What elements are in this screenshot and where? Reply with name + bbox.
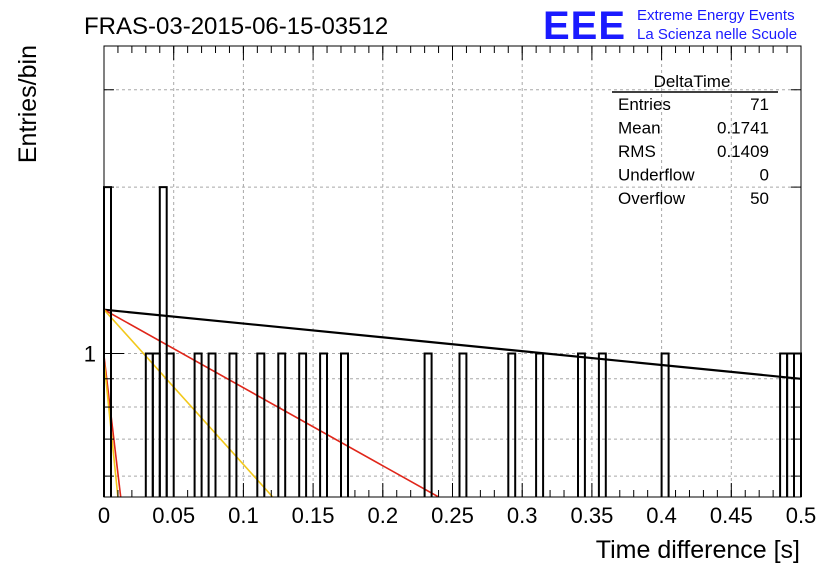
x-tick-label: 0.4 [646,503,677,528]
histogram-bar [165,352,175,497]
histogram-bar [597,352,607,497]
histogram-bar [660,352,670,497]
x-axis-label: Time difference [s] [596,536,800,564]
histogram-bar [577,352,586,497]
histogram-bar [103,186,112,497]
histogram-bar [144,352,154,497]
y-tick-label: 1 [84,341,96,366]
run-title: FRAS-03-2015-06-15-03512 [84,13,388,40]
stats-label: Entries [618,95,671,114]
x-tick-label: 0.05 [152,503,195,528]
histogram-bar [151,352,161,497]
stats-label: Underflow [618,166,695,185]
stats-title: DeltaTime [654,72,731,91]
x-tick-label: 0.15 [292,503,335,528]
eee-logo: EEE Extreme Energy Events La Scienza nel… [543,4,797,48]
stats-box: DeltaTime Entries 71 Mean 0.1741 RMS 0.1409 Un… [612,72,778,208]
histogram-bar [507,352,517,497]
histogram-bar [207,352,217,497]
histogram-bar [228,352,238,497]
x-tick-label: 0.45 [710,503,753,528]
histogram-bar [193,352,203,497]
histogram-bar [793,352,802,497]
fit-line [104,355,122,497]
histogram-bar [535,352,545,497]
y-tick-labels: 1 [84,341,96,366]
x-tick-label: 0 [98,503,110,528]
x-tick-label: 0.5 [786,503,817,528]
histogram-bar [298,352,308,497]
stats-value: 0.1409 [717,142,769,161]
histogram-bar [786,352,795,497]
logo-line-1: Extreme Energy Events [637,7,795,24]
histogram-bar [158,186,168,497]
stats-value: 71 [750,95,769,114]
x-tick-labels: 0 0.05 0.1 0.15 0.2 0.25 0.3 0.35 0.4 0.45 0.5 [98,503,816,528]
y-axis-label: Entries/bin [14,45,42,163]
fit-line [104,309,274,497]
stats-value: 0 [760,166,769,185]
histogram-bar [340,352,349,497]
logo-line-2: La Scienza nelle Scuole [637,26,797,43]
plot-frame [103,45,802,498]
histogram-bar [277,352,287,497]
x-tick-label: 0.35 [570,503,613,528]
histogram-bar [256,352,266,497]
stats-value: 50 [750,189,769,208]
stats-label: RMS [618,142,656,161]
stats-label: Overflow [618,189,686,208]
fit-line [104,308,801,380]
histogram-bar [423,352,433,497]
x-tick-label: 0.25 [431,503,474,528]
x-tick-label: 0.3 [507,503,538,528]
histogram-bar [458,352,468,497]
stats-value: 0.1741 [717,119,769,138]
histogram-bar [319,352,328,497]
histogram-bar [779,352,789,497]
axis-ticks [103,46,802,497]
stats-label: Mean [618,119,661,138]
x-tick-label: 0.2 [368,503,399,528]
x-tick-label: 0.1 [228,503,259,528]
logo-letters: EEE [543,4,626,48]
